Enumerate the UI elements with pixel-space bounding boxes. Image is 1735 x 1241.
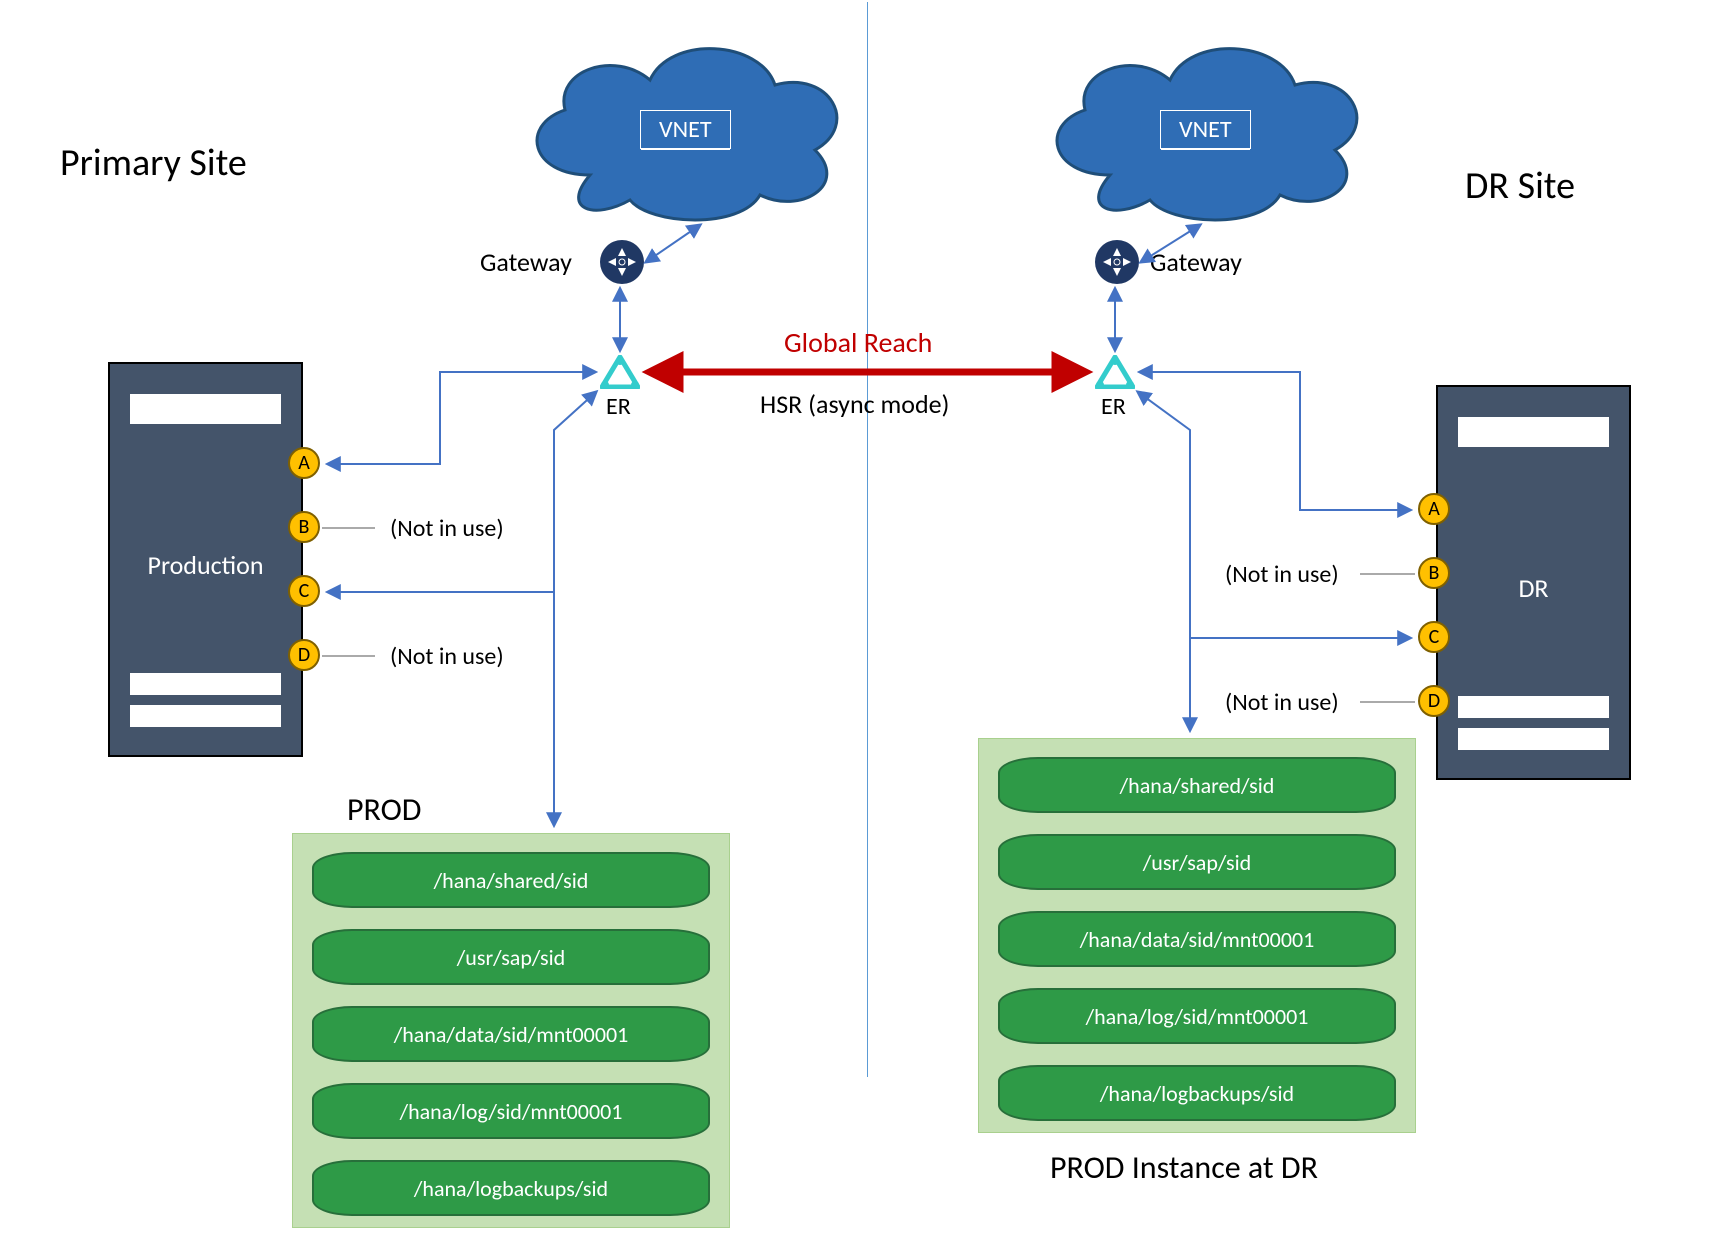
hsr-label: HSR (async mode) [760,388,949,420]
port-dr-c: C [1418,621,1450,653]
port-prod-d: D [288,639,320,671]
prod-disk-2: /hana/data/sid/mnt00001 [312,1006,710,1062]
prod-disk-1: /usr/sap/sid [312,929,710,985]
primary-site-title: Primary Site [60,140,247,186]
vnet-label-right: VNET [1160,110,1251,149]
dr-d-not-in-use: (Not in use) [1225,688,1339,717]
server-production-name: Production [110,549,301,581]
dr-disk-0: /hana/shared/sid [998,757,1396,813]
global-reach-label: Global Reach [784,325,932,360]
server-dr: DR [1436,385,1631,780]
er-label-left: ER [606,392,631,421]
er-icon-right [1095,355,1135,389]
er-icon-left [600,355,640,389]
vnet-label-left: VNET [640,110,731,149]
port-prod-c: C [288,575,320,607]
gateway-label-right: Gateway [1150,246,1242,278]
dr-b-not-in-use: (Not in use) [1225,560,1339,589]
prod-d-not-in-use: (Not in use) [390,642,504,671]
dr-disk-2: /hana/data/sid/mnt00001 [998,911,1396,967]
dr-storage-title: PROD Instance at DR [1050,1148,1318,1187]
prod-disk-3: /hana/log/sid/mnt00001 [312,1083,710,1139]
port-prod-b: B [288,511,320,543]
port-dr-b: B [1418,557,1450,589]
port-dr-a: A [1418,493,1450,525]
gateway-label-left: Gateway [480,246,572,278]
er-label-right: ER [1101,392,1126,421]
center-divider [867,2,868,1077]
dr-disk-1: /usr/sap/sid [998,834,1396,890]
prod-disk-4: /hana/logbackups/sid [312,1160,710,1216]
gateway-icon-left [600,240,644,284]
server-dr-name: DR [1438,572,1629,604]
dr-site-title: DR Site [1465,163,1575,209]
prod-storage-title: PROD [347,790,421,829]
port-dr-d: D [1418,685,1450,717]
gateway-icon-right [1095,240,1139,284]
dr-disk-3: /hana/log/sid/mnt00001 [998,988,1396,1044]
port-prod-a: A [288,447,320,479]
prod-disk-0: /hana/shared/sid [312,852,710,908]
server-production: Production [108,362,303,757]
dr-disk-4: /hana/logbackups/sid [998,1065,1396,1121]
prod-b-not-in-use: (Not in use) [390,514,504,543]
